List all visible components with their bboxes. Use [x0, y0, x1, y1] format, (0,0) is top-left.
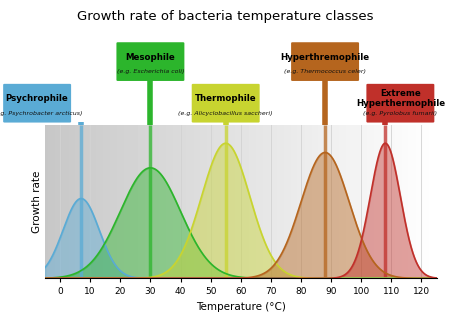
Text: Psychrophile: Psychrophile [6, 94, 68, 103]
Text: Thermophile: Thermophile [195, 94, 256, 103]
Text: Mesophile: Mesophile [126, 53, 176, 62]
Text: (e.g. Psychrobacter arcticus): (e.g. Psychrobacter arcticus) [0, 111, 82, 116]
Text: (e.g. Pyrolobus fumarii): (e.g. Pyrolobus fumarii) [363, 111, 437, 116]
X-axis label: Temperature (°C): Temperature (°C) [196, 302, 286, 312]
Text: (e.g. Alicyclobacillus saccheri): (e.g. Alicyclobacillus saccheri) [178, 111, 273, 116]
Text: (e.g. Escherichia coli): (e.g. Escherichia coli) [117, 69, 184, 75]
Text: Extreme
Hyperthermophile: Extreme Hyperthermophile [356, 89, 445, 108]
Text: Hyperthremophile: Hyperthremophile [280, 53, 369, 62]
Y-axis label: Growth rate: Growth rate [32, 171, 42, 233]
Text: Growth rate of bacteria temperature classes: Growth rate of bacteria temperature clas… [77, 10, 373, 23]
Text: (e.g. Thermococcus celer): (e.g. Thermococcus celer) [284, 69, 366, 75]
